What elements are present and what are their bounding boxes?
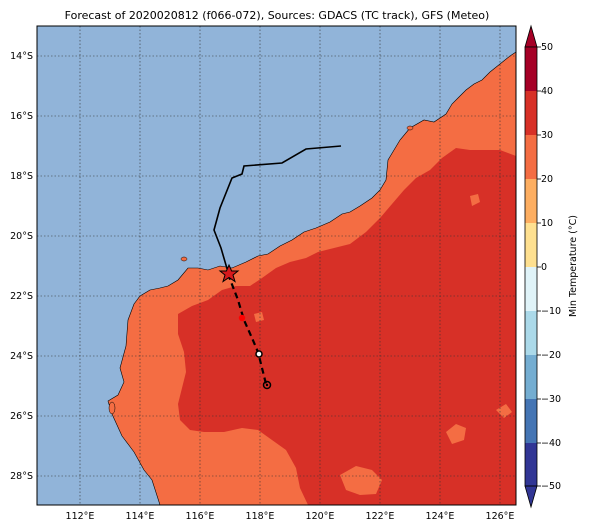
lat-tick: 16°S — [10, 111, 33, 122]
lon-tick: 112°E — [66, 511, 95, 522]
colorbar-band — [525, 443, 537, 486]
warm-pocket-2 — [446, 424, 466, 444]
forecast-point-2 — [255, 350, 263, 358]
forecast-point-3-center — [265, 383, 269, 387]
colorbar: 50 40 30 20 10 0 −10 −20 −30 −40 −50 Min… — [524, 24, 579, 509]
lon-tick: 122°E — [366, 511, 395, 522]
lon-tick-labels: 112°E 114°E 116°E 118°E 120°E 122°E 124°… — [66, 511, 515, 522]
colorbar-band — [525, 267, 537, 311]
colorbar-tick: −30 — [541, 394, 561, 405]
figure-title: Forecast of 2020020812 (f066-072), Sourc… — [65, 9, 490, 22]
colorbar-band — [525, 223, 537, 267]
gridlines — [37, 26, 516, 505]
lat-tick: 24°S — [10, 351, 33, 362]
plot-frame — [36, 25, 517, 506]
lat-tick: 26°S — [10, 411, 33, 422]
lon-tick: 116°E — [186, 511, 215, 522]
lat-tick: 18°S — [10, 171, 33, 182]
colorbar-band — [525, 135, 537, 179]
island-1 — [180, 256, 188, 262]
colorbar-band — [525, 399, 537, 443]
colorbar-tick: 50 — [541, 42, 553, 53]
forecast-point-1 — [238, 314, 246, 322]
lat-tick: 22°S — [10, 291, 33, 302]
lon-tick: 118°E — [246, 511, 275, 522]
colorbar-band — [525, 91, 537, 135]
current-position-star-icon — [218, 263, 240, 283]
colorbar-tick: 20 — [541, 174, 553, 185]
lon-tick: 114°E — [126, 511, 155, 522]
lat-tick-labels: 14°S 16°S 18°S 20°S 22°S 24°S 26°S 28°S — [10, 51, 33, 482]
colorbar-tick: 0 — [541, 262, 547, 273]
colorbar-frame — [524, 46, 538, 487]
warm-pocket-1 — [340, 466, 382, 495]
island-2 — [108, 401, 116, 415]
map-plot-area — [37, 26, 516, 505]
colorbar-band — [525, 311, 537, 355]
lon-tick: 120°E — [306, 511, 335, 522]
colorbar-tick: −10 — [541, 306, 561, 317]
forecast-track-line — [226, 273, 268, 385]
colorbar-tick: 40 — [541, 86, 553, 97]
colorbar-tick: −50 — [541, 481, 561, 492]
warm-pocket-5 — [496, 404, 512, 418]
colorbar-tick: 30 — [541, 130, 553, 141]
colorbar-tick: 10 — [541, 218, 553, 229]
colorbar-band — [525, 47, 537, 91]
island-3 — [406, 125, 414, 131]
lat-tick: 20°S — [10, 231, 33, 242]
colorbar-tick: −20 — [541, 350, 561, 361]
lat-tick: 14°S — [10, 51, 33, 62]
warm-pocket-3 — [470, 194, 480, 206]
lon-tick: 124°E — [426, 511, 455, 522]
colorbar-band — [525, 179, 537, 223]
lon-tick: 126°E — [486, 511, 515, 522]
lat-tick: 28°S — [10, 471, 33, 482]
past-track-line — [213, 145, 342, 273]
colorbar-bottom-arrow-icon — [524, 485, 538, 509]
warm-pocket-4 — [254, 312, 264, 322]
forecast-point-3 — [262, 380, 272, 390]
colorbar-label: Min Temperature (°C) — [568, 215, 579, 317]
colorbar-band — [525, 355, 537, 399]
colorbar-top-arrow-icon — [524, 24, 538, 48]
colorbar-tick: −40 — [541, 438, 561, 449]
